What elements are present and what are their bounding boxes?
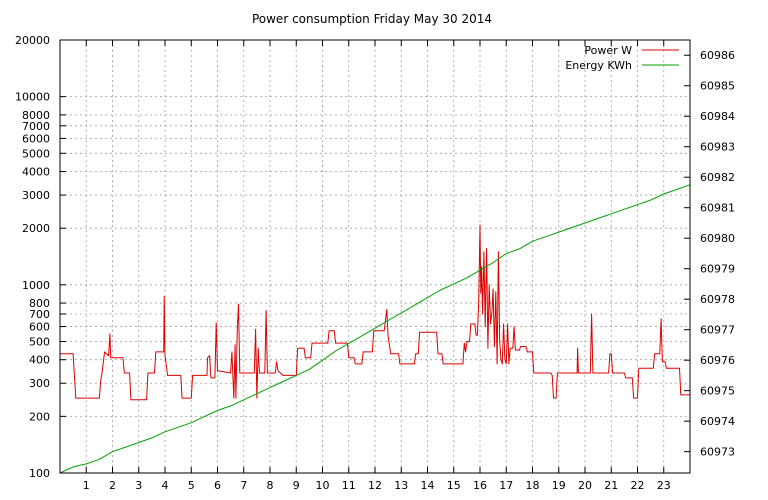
- x-tick-label: 10: [316, 479, 330, 492]
- y2-axis-ticks: 60973 60974 60975 60976 60977 60978 60979 60980…: [684, 49, 735, 459]
- y2-tick-label: 60985: [700, 80, 735, 93]
- legend: Power W Energy KWh: [565, 44, 679, 72]
- y-tick-label: 400: [29, 354, 50, 367]
- plot-frame: [59, 39, 691, 474]
- x-tick-label: 18: [526, 479, 540, 492]
- x-tick-label: 11: [342, 479, 356, 492]
- y-tick-label: 1000: [22, 279, 50, 292]
- y2-tick-label: 60986: [700, 49, 735, 62]
- y-tick-label: 7000: [22, 120, 50, 133]
- y-tick-label: 300: [29, 377, 50, 390]
- y2-tick-label: 60981: [700, 202, 735, 215]
- x-axis-ticks: 1 2 3 4 5 6 7 8 9 10 11 12 13 14 15 16 17 18 19 20 21 22 23: [83, 40, 671, 492]
- x-tick-label: 2: [109, 479, 116, 492]
- x-tick-label: 15: [447, 479, 461, 492]
- legend-label-1: Power W: [584, 44, 632, 57]
- x-tick-label: 22: [631, 479, 645, 492]
- x-tick-label: 20: [578, 479, 592, 492]
- y2-tick-label: 60976: [700, 354, 735, 367]
- x-tick-label: 23: [657, 479, 671, 492]
- x-tick-label: 4: [162, 479, 169, 492]
- y-tick-label: 500: [29, 335, 50, 348]
- y-tick-label: 4000: [22, 166, 50, 179]
- y2-tick-label: 60977: [700, 324, 735, 337]
- y2-tick-label: 60974: [700, 415, 735, 428]
- y2-tick-label: 60984: [700, 110, 735, 123]
- y-tick-label: 700: [29, 308, 50, 321]
- y-tick-label: 20000: [15, 34, 50, 47]
- x-tick-label: 16: [473, 479, 487, 492]
- y-tick-label: 2000: [22, 222, 50, 235]
- y-tick-label: 10000: [15, 91, 50, 104]
- y-tick-label: 100: [29, 467, 50, 480]
- y-tick-label: 3000: [22, 189, 50, 202]
- y-tick-label: 8000: [22, 109, 50, 122]
- y-tick-label: 800: [29, 297, 50, 310]
- y-tick-label: 5000: [22, 147, 50, 160]
- grid-lines: [60, 40, 690, 473]
- x-tick-label: 17: [499, 479, 513, 492]
- y2-tick-label: 60980: [700, 232, 735, 245]
- x-tick-label: 5: [188, 479, 195, 492]
- x-tick-label: 7: [240, 479, 247, 492]
- y2-tick-label: 60975: [700, 385, 735, 398]
- x-tick-label: 12: [368, 479, 382, 492]
- y2-tick-label: 60979: [700, 263, 735, 276]
- chart-title: Power consumption Friday May 30 2014: [252, 12, 492, 26]
- y2-tick-label: 60978: [700, 293, 735, 306]
- legend-label-2: Energy KWh: [565, 59, 632, 72]
- series-line-2: [59, 184, 691, 474]
- series-group: [59, 184, 691, 474]
- series-line-1: [60, 224, 690, 401]
- x-tick-label: 9: [293, 479, 300, 492]
- x-tick-label: 13: [394, 479, 408, 492]
- x-tick-label: 6: [214, 479, 221, 492]
- x-tick-label: 14: [421, 479, 435, 492]
- y2-tick-label: 60973: [700, 446, 735, 459]
- x-tick-label: 1: [83, 479, 90, 492]
- x-tick-label: 3: [135, 479, 142, 492]
- y-tick-label: 6000: [22, 132, 50, 145]
- x-tick-label: 19: [552, 479, 566, 492]
- y2-tick-label: 60982: [700, 171, 735, 184]
- x-tick-label: 21: [604, 479, 618, 492]
- x-tick-label: 8: [267, 479, 274, 492]
- y-tick-label: 600: [29, 321, 50, 334]
- y2-tick-label: 60983: [700, 141, 735, 154]
- y-tick-label: 200: [29, 410, 50, 423]
